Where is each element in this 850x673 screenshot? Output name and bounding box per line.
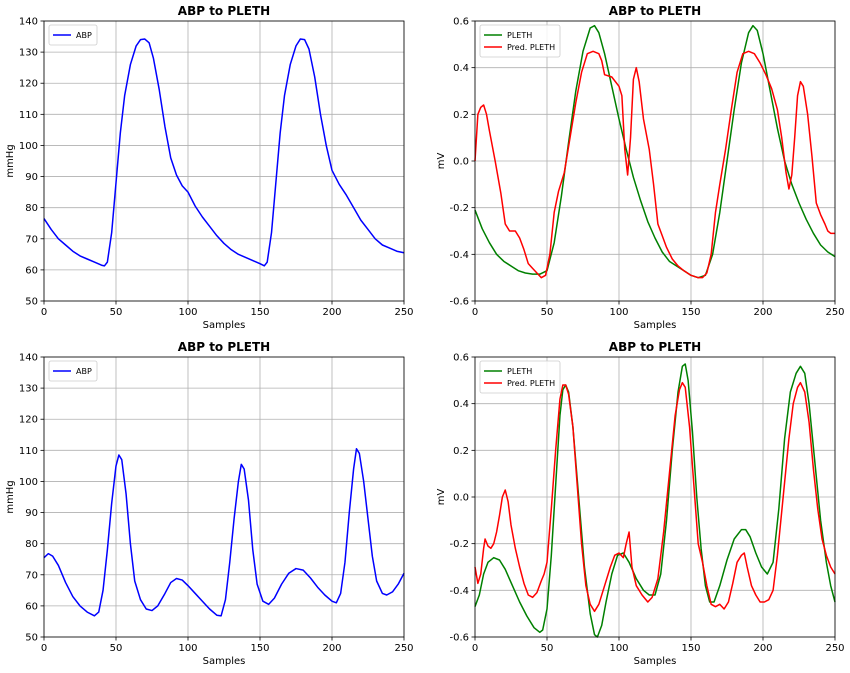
x-tick-label: 150 [250,643,269,654]
series-line [474,381,836,613]
y-tick-label: 60 [25,601,38,612]
y-tick-label: 0.6 [453,353,469,364]
y-tick-label: 80 [25,539,38,550]
chart-title: ABP to PLETH [609,340,701,354]
x-tick-label: 250 [825,307,844,318]
y-axis-label: mV [436,489,447,506]
chart-panel: 0 50 100 150 200 250 -0.6 -0.4 -0.2 0.0 0.2 0.4 0.6 A… [436,4,845,331]
legend: PLETH Pred. PLETH [479,24,561,58]
legend-box [479,24,561,58]
y-tick-label: -0.6 [449,297,469,308]
x-tick-label: 0 [41,643,47,654]
x-tick-label: 100 [178,307,197,318]
y-tick-label: 60 [25,265,38,276]
x-tick-label: 50 [110,643,123,654]
x-tick-label: 0 [472,307,478,318]
y-tick-label: 100 [19,141,38,152]
legend-box [48,24,98,46]
chart-panel: 0 50 100 150 200 2505060708090100110120130140… [5,340,414,667]
x-tick-label: 200 [322,307,341,318]
legend-box [479,360,561,394]
x-tick-label: 250 [394,643,413,654]
y-tick-label: 130 [19,48,38,59]
y-tick-label: 110 [19,446,38,457]
x-tick-label: 0 [41,307,47,318]
x-tick-label: 50 [541,307,554,318]
y-tick-label: -0.4 [449,586,469,597]
y-tick-label: 0.2 [453,110,469,121]
x-tick-label: 250 [825,643,844,654]
x-tick-label: 150 [250,307,269,318]
y-axis-label: mmHg [5,480,16,513]
x-tick-label: 150 [681,307,700,318]
y-tick-label: -0.6 [449,633,469,644]
y-tick-label: 120 [19,415,38,426]
x-tick-label: 100 [178,643,197,654]
y-axis-label: mmHg [5,144,16,177]
legend-label: Pred. PLETH [507,379,555,388]
legend-label: ABP [76,367,92,376]
legend-label: Pred. PLETH [507,43,555,52]
legend: PLETH Pred. PLETH [479,360,561,394]
series-line [43,448,405,617]
series-line [474,50,835,279]
y-tick-label: 50 [25,297,38,308]
y-tick-label: 100 [19,477,38,488]
y-tick-label: 70 [25,570,38,581]
legend-label: ABP [76,31,92,40]
y-tick-label: 90 [25,508,38,519]
x-tick-label: 150 [681,643,700,654]
y-tick-label: 110 [19,110,38,121]
x-tick-label: 50 [110,307,123,318]
plot-frame [474,356,836,638]
x-tick-label: 200 [753,643,772,654]
x-tick-label: 50 [541,643,554,654]
plot-frame [43,20,405,302]
legend-label: PLETH [507,367,532,376]
y-tick-label: 0.0 [453,157,469,168]
plot-frame [474,20,836,302]
x-axis-label: Samples [203,320,246,331]
y-tick-label: -0.4 [449,250,469,261]
chart-title: ABP to PLETH [178,4,270,18]
y-tick-label: 140 [19,17,38,28]
x-axis-label: Samples [634,320,677,331]
y-tick-label: -0.2 [449,539,469,550]
x-tick-label: 100 [609,307,628,318]
x-axis-label: Samples [634,656,677,667]
y-tick-label: 70 [25,234,38,245]
series-line [474,24,836,279]
y-tick-label: 80 [25,203,38,214]
y-tick-label: 0.0 [453,493,469,504]
legend-box [48,360,98,382]
y-tick-label: 0.2 [453,446,469,457]
chart-panel: 0 50 100 150 200 2505060708090100110120130140… [5,4,414,331]
y-axis-label: mV [436,153,447,170]
legend-label: PLETH [507,31,532,40]
legend: ABP [48,24,98,46]
series-line [43,38,405,267]
chart-panel: 0 50 100 150 200 250 -0.6 -0.4 -0.2 0.0 0.2 0.4 0.6 A… [436,340,845,667]
y-tick-label: 90 [25,172,38,183]
y-tick-label: 0.6 [453,17,469,28]
x-axis-label: Samples [203,656,246,667]
x-tick-label: 100 [609,643,628,654]
y-tick-label: 0.4 [453,399,469,410]
plot-frame [43,356,405,638]
chart-title: ABP to PLETH [609,4,701,18]
legend: ABP [48,360,98,382]
series-line [474,363,836,638]
y-tick-label: 50 [25,633,38,644]
y-tick-label: 0.4 [453,63,469,74]
x-tick-label: 250 [394,307,413,318]
chart-title: ABP to PLETH [178,340,270,354]
x-tick-label: 200 [753,307,772,318]
y-tick-label: 140 [19,353,38,364]
y-tick-label: 130 [19,384,38,395]
x-tick-label: 0 [472,643,478,654]
y-tick-label: -0.2 [449,203,469,214]
x-tick-label: 200 [322,643,341,654]
y-tick-label: 120 [19,79,38,90]
